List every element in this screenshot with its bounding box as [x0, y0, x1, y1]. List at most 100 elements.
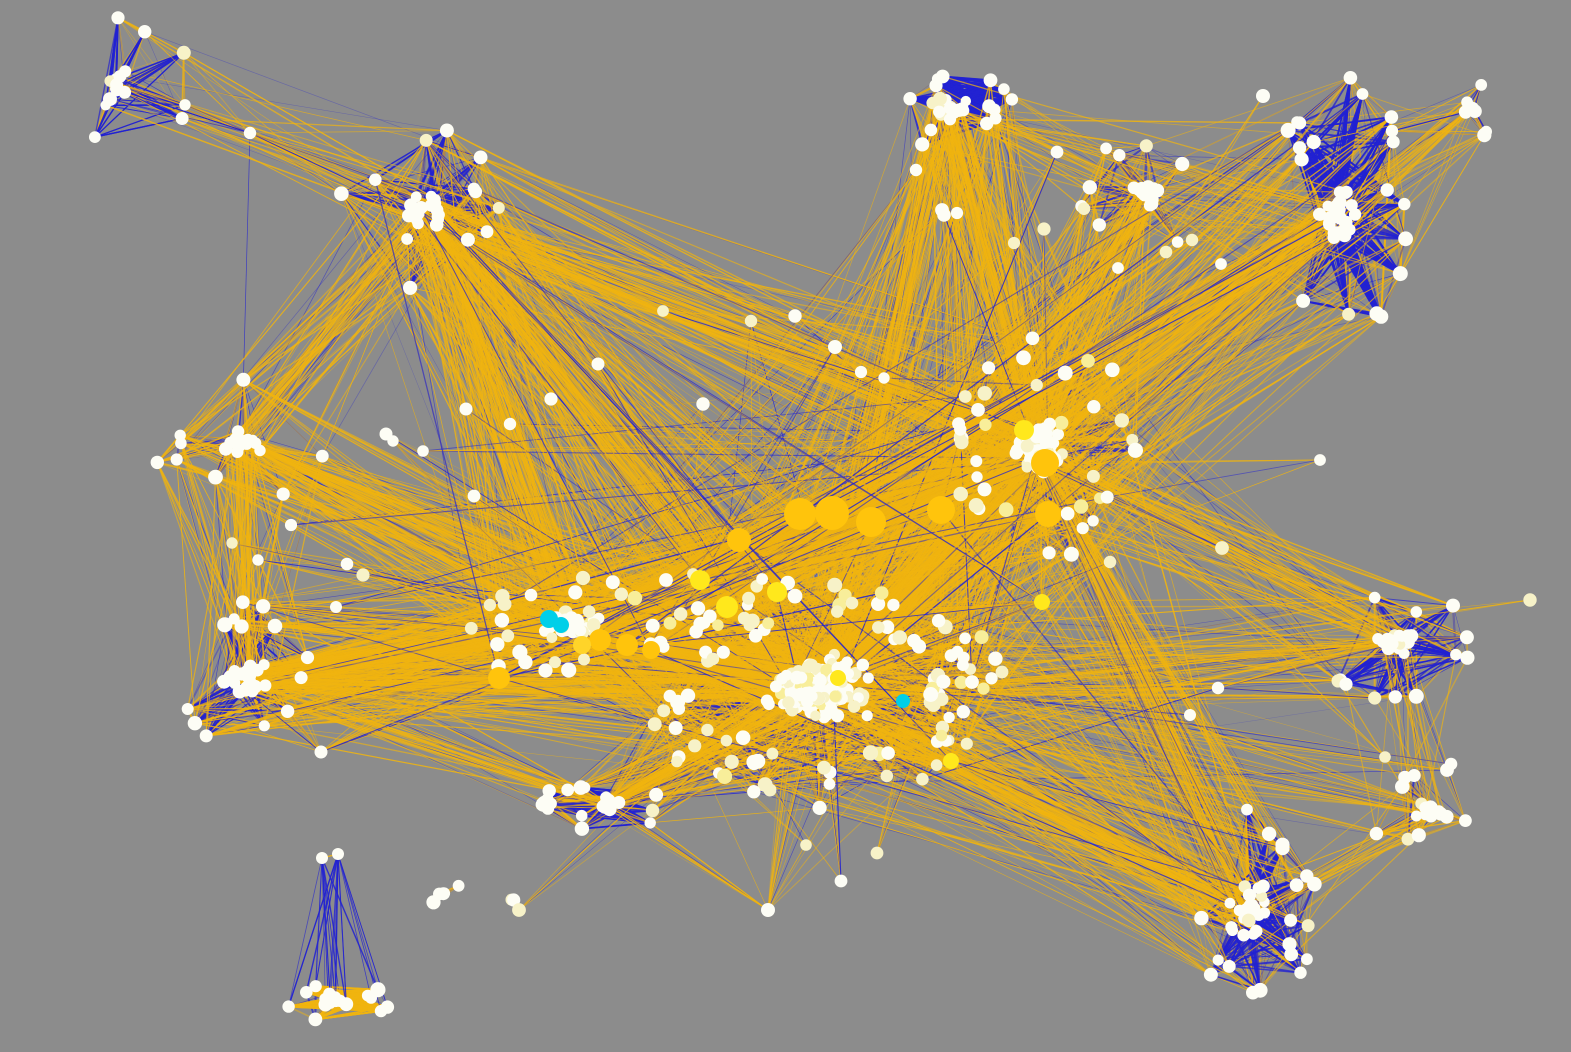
graph-node[interactable]	[219, 442, 233, 456]
graph-node[interactable]	[401, 233, 413, 245]
graph-node[interactable]	[322, 995, 335, 1008]
graph-node[interactable]	[1087, 515, 1099, 527]
graph-node[interactable]	[937, 208, 951, 222]
graph-node[interactable]	[1054, 415, 1069, 430]
graph-node[interactable]	[411, 206, 423, 218]
graph-node[interactable]	[578, 653, 590, 666]
graph-node[interactable]	[1241, 803, 1253, 816]
graph-node[interactable]	[544, 392, 558, 406]
graph-node[interactable]	[804, 658, 818, 672]
graph-node[interactable]	[1020, 439, 1034, 453]
graph-node[interactable]	[1222, 959, 1236, 973]
graph-node[interactable]	[787, 588, 803, 604]
graph-node[interactable]	[549, 656, 561, 669]
graph-node[interactable]	[935, 729, 948, 742]
graph-node[interactable]	[574, 624, 587, 637]
graph-node[interactable]	[582, 605, 596, 618]
graph-node[interactable]	[236, 372, 251, 387]
graph-node[interactable]	[977, 386, 992, 401]
graph-node[interactable]	[1289, 878, 1304, 892]
graph-node[interactable]	[1398, 770, 1412, 785]
graph-node[interactable]	[862, 672, 874, 684]
graph-node[interactable]	[933, 91, 947, 106]
graph-node[interactable]	[217, 617, 233, 633]
graph-node[interactable]	[228, 613, 240, 625]
graph-node[interactable]	[243, 126, 257, 140]
graph-node[interactable]	[856, 658, 870, 672]
graph-node[interactable]	[1384, 110, 1399, 124]
graph-node[interactable]	[1258, 907, 1271, 919]
graph-node[interactable]	[426, 895, 441, 910]
graph-node[interactable]	[439, 123, 454, 138]
graph-node[interactable]	[644, 817, 656, 829]
graph-node[interactable]	[828, 340, 842, 354]
graph-node[interactable]	[1398, 231, 1413, 247]
graph-node[interactable]	[871, 596, 886, 612]
graph-node[interactable]	[1368, 591, 1381, 604]
graph-node[interactable]	[369, 173, 382, 186]
graph-node-hub[interactable]	[488, 667, 510, 689]
graph-node[interactable]	[827, 577, 843, 593]
graph-node[interactable]	[1025, 331, 1040, 346]
graph-node-hub[interactable]	[616, 634, 638, 656]
graph-node[interactable]	[1246, 985, 1260, 1000]
graph-node[interactable]	[645, 803, 660, 818]
graph-node[interactable]	[1392, 266, 1408, 282]
graph-node[interactable]	[776, 673, 788, 685]
graph-node[interactable]	[671, 755, 683, 768]
graph-node[interactable]	[239, 684, 252, 697]
graph-node[interactable]	[236, 595, 250, 609]
graph-node[interactable]	[1372, 633, 1384, 645]
graph-node[interactable]	[1332, 205, 1344, 217]
graph-node[interactable]	[1301, 919, 1315, 933]
graph-node[interactable]	[111, 11, 125, 25]
graph-node-hub[interactable]	[1014, 420, 1034, 440]
graph-node[interactable]	[1356, 88, 1369, 100]
graph-node[interactable]	[980, 116, 994, 131]
graph-node[interactable]	[258, 659, 270, 671]
graph-node[interactable]	[1215, 541, 1229, 555]
graph-node[interactable]	[267, 618, 283, 634]
graph-node[interactable]	[1393, 629, 1406, 642]
graph-node[interactable]	[460, 232, 475, 247]
graph-node[interactable]	[573, 780, 589, 795]
graph-node[interactable]	[231, 445, 244, 458]
graph-node[interactable]	[1369, 306, 1385, 322]
graph-node[interactable]	[956, 705, 970, 719]
graph-node[interactable]	[561, 662, 577, 678]
graph-node[interactable]	[464, 621, 478, 635]
graph-node[interactable]	[1294, 966, 1307, 979]
graph-node[interactable]	[380, 1000, 395, 1014]
graph-node[interactable]	[887, 598, 900, 612]
graph-node[interactable]	[507, 893, 521, 907]
graph-node[interactable]	[834, 874, 848, 888]
graph-node[interactable]	[748, 629, 763, 643]
graph-node[interactable]	[309, 980, 322, 993]
graph-node[interactable]	[1225, 921, 1238, 934]
graph-node[interactable]	[495, 589, 510, 604]
graph-node[interactable]	[1379, 751, 1391, 763]
graph-node-hub[interactable]	[642, 641, 660, 659]
graph-node[interactable]	[647, 717, 662, 732]
graph-node[interactable]	[953, 486, 968, 502]
graph-node[interactable]	[387, 435, 399, 447]
graph-node[interactable]	[720, 734, 733, 747]
graph-node-hub[interactable]	[573, 636, 591, 654]
graph-node[interactable]	[870, 846, 884, 860]
graph-node[interactable]	[503, 417, 517, 431]
graph-node[interactable]	[790, 670, 804, 685]
graph-node[interactable]	[425, 190, 437, 202]
graph-node[interactable]	[1082, 180, 1098, 195]
graph-node[interactable]	[1037, 222, 1051, 236]
graph-node[interactable]	[574, 821, 590, 836]
graph-node[interactable]	[370, 982, 386, 998]
graph-node[interactable]	[1114, 413, 1130, 428]
graph-node[interactable]	[761, 903, 775, 917]
graph-node[interactable]	[979, 418, 992, 431]
graph-node[interactable]	[282, 1000, 295, 1013]
graph-node[interactable]	[1401, 832, 1415, 846]
graph-node[interactable]	[1081, 354, 1095, 368]
graph-node[interactable]	[340, 557, 354, 571]
graph-node[interactable]	[1077, 202, 1091, 215]
graph-node[interactable]	[459, 402, 473, 416]
